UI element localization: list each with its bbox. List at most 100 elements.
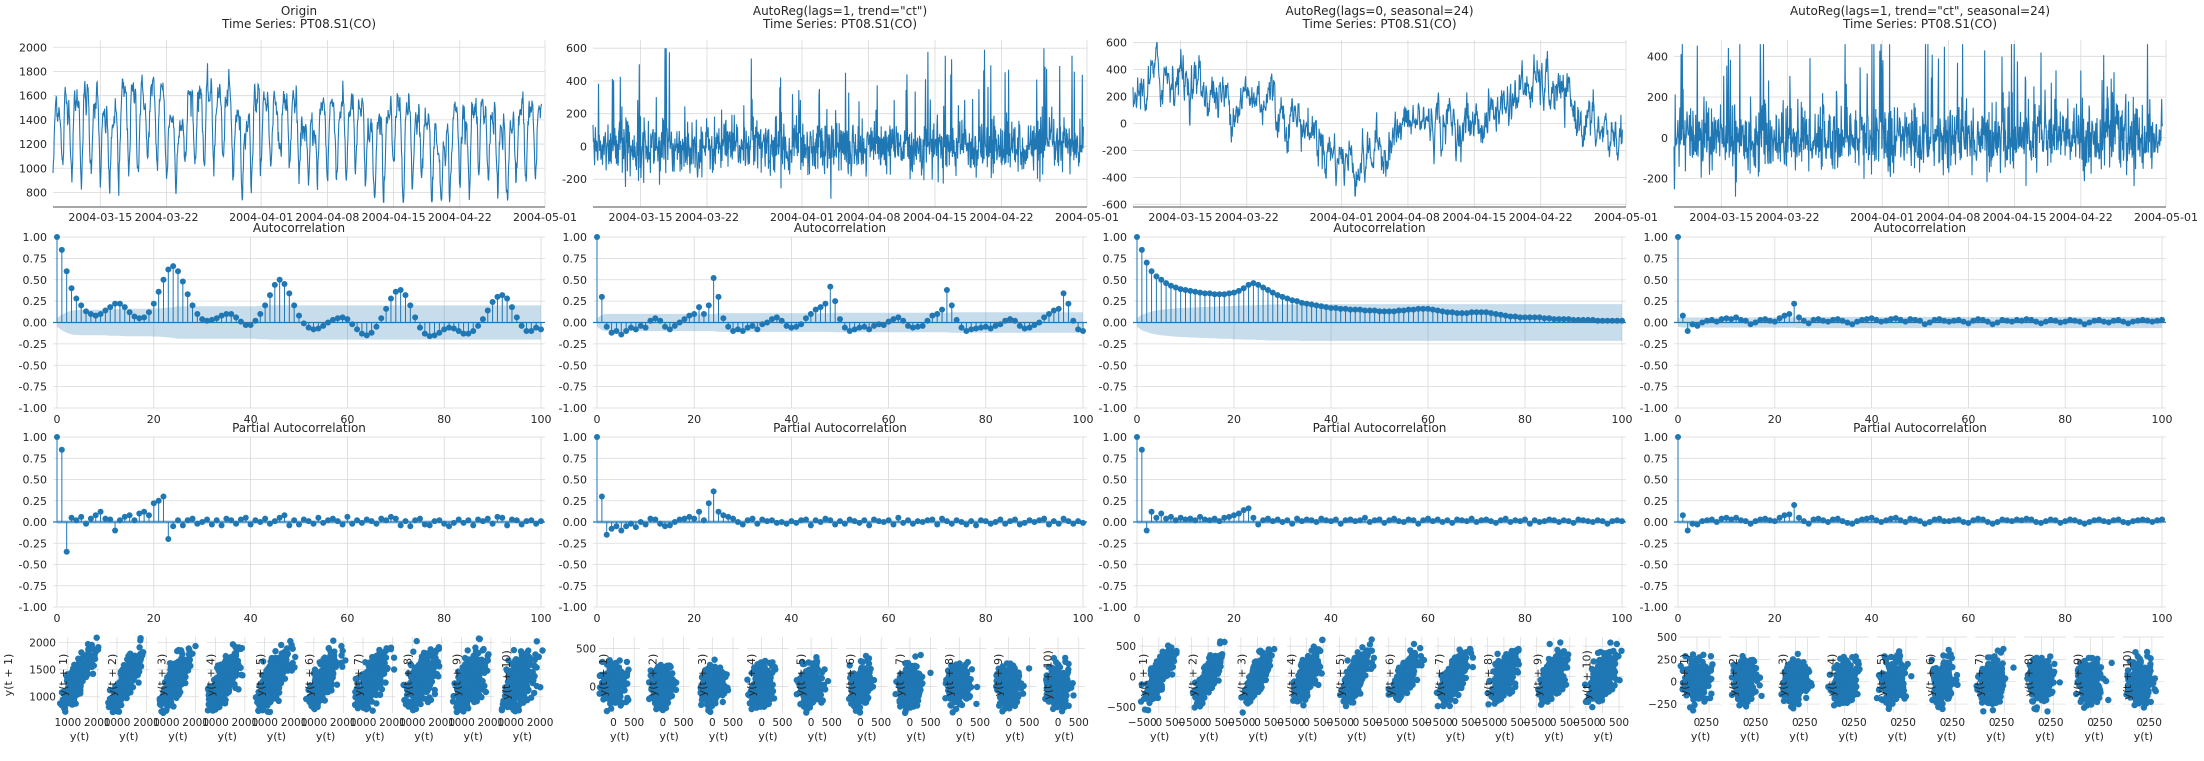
- y-tick-label: -0.25: [19, 338, 47, 351]
- stem-marker: [378, 515, 385, 522]
- stem-marker: [681, 316, 688, 323]
- stem-marker: [924, 517, 931, 524]
- stem-marker: [1800, 518, 1807, 525]
- y-tick-label: 0.25: [1103, 495, 1128, 508]
- stem-marker: [1699, 518, 1706, 525]
- stem-marker: [1002, 317, 1009, 324]
- stem-marker: [1279, 293, 1286, 300]
- y-tick-label: 400: [1647, 50, 1668, 63]
- stem-marker: [465, 330, 472, 337]
- stem-marker: [426, 522, 433, 529]
- stem-marker: [1143, 259, 1150, 266]
- stem-marker: [1984, 318, 1991, 325]
- stem-marker: [170, 523, 177, 530]
- stem-marker: [354, 517, 361, 524]
- scatter-point: [288, 641, 295, 649]
- stem-marker: [880, 519, 887, 525]
- stem-marker: [1492, 519, 1499, 526]
- stem-marker: [97, 310, 104, 317]
- stem-marker: [671, 519, 678, 525]
- stem-marker: [1960, 519, 1967, 525]
- scatter-point: [70, 686, 78, 694]
- stem-marker: [136, 315, 143, 322]
- stem-marker: [1594, 317, 1601, 324]
- scatter-point: [338, 659, 345, 666]
- scatter-point: [464, 647, 471, 654]
- stem-marker: [744, 324, 751, 331]
- stem-marker: [2052, 317, 2059, 324]
- x-tick-label: 1000: [448, 717, 475, 729]
- stem-marker: [1565, 316, 1572, 323]
- x-tick-label: 1000: [54, 717, 81, 729]
- series-line: [1673, 44, 2164, 197]
- stem-marker: [387, 295, 394, 302]
- stem-marker: [666, 522, 673, 529]
- stem-marker: [189, 302, 196, 309]
- x-tick-label: 2000: [527, 717, 554, 729]
- stem-marker: [78, 513, 85, 520]
- stem-marker: [1675, 234, 1681, 240]
- scatter-point: [383, 645, 390, 652]
- scatter-point: [172, 660, 179, 667]
- stem-marker: [1536, 314, 1543, 321]
- stem-marker: [1742, 317, 1749, 324]
- stem-marker: [310, 520, 317, 527]
- stem-marker: [363, 516, 370, 523]
- stem-marker: [1021, 519, 1028, 526]
- stem-marker: [237, 318, 244, 325]
- stem-marker: [1488, 310, 1495, 317]
- scatter-point: [424, 662, 432, 670]
- stem-marker: [628, 520, 635, 527]
- stem-marker: [793, 519, 800, 526]
- scatter-point: [467, 677, 474, 685]
- stem-marker: [837, 518, 843, 525]
- scatter-point: [88, 645, 95, 653]
- stem-marker: [518, 521, 525, 528]
- stem-marker: [749, 515, 756, 522]
- stem-marker: [329, 515, 336, 522]
- stem-marker: [2125, 320, 2132, 327]
- stem-marker: [58, 446, 65, 453]
- x-axis-label: y(t): [610, 730, 629, 743]
- stem-marker: [1771, 518, 1778, 525]
- stem-marker: [773, 314, 780, 321]
- stem-marker: [112, 300, 119, 307]
- stem-marker: [662, 323, 669, 330]
- stem-marker: [199, 316, 206, 323]
- stem-marker: [233, 314, 240, 321]
- stem-marker: [1240, 507, 1247, 514]
- stem-marker: [1979, 316, 1986, 323]
- stem-marker: [871, 516, 878, 523]
- x-tick-label: 80: [2058, 612, 2072, 625]
- stem-marker: [2033, 318, 2040, 325]
- x-tick-label: 60: [340, 612, 354, 625]
- stem-marker: [1762, 515, 1769, 522]
- pacf-panel-1: -1.00 -0.75 -0.50 -0.25 0.00 0.25 0.50 0.75 1.00…: [19, 421, 552, 625]
- stem-marker: [1410, 517, 1417, 524]
- stem-marker: [1897, 517, 1904, 524]
- stem-marker: [1912, 516, 1919, 523]
- stem-marker: [1284, 295, 1291, 302]
- stem-marker: [1231, 512, 1237, 519]
- stem-marker: [1289, 520, 1296, 527]
- x-tick-label: 2004-04-22: [428, 211, 492, 224]
- y-tick-label: -0.50: [19, 559, 47, 572]
- stem-marker: [1689, 321, 1696, 328]
- scatter-point: [86, 651, 94, 659]
- stem-marker: [1153, 514, 1160, 521]
- stem-marker: [768, 316, 775, 323]
- stem-marker: [2100, 518, 2107, 525]
- stem-marker: [1235, 287, 1242, 294]
- scatter-point: [319, 686, 327, 693]
- stem-marker: [1226, 290, 1233, 297]
- panel-title-line2: Time Series: PT08.S1(CO): [1842, 17, 1997, 31]
- stem-marker: [841, 520, 848, 527]
- x-tick-label: 1000: [300, 717, 327, 729]
- stem-marker: [696, 508, 703, 515]
- scatter-point: [612, 699, 619, 706]
- stem-marker: [223, 515, 230, 522]
- stem-marker: [1887, 515, 1894, 522]
- stem-marker: [1892, 514, 1899, 521]
- x-tick-label: 2004-04-22: [2049, 211, 2113, 224]
